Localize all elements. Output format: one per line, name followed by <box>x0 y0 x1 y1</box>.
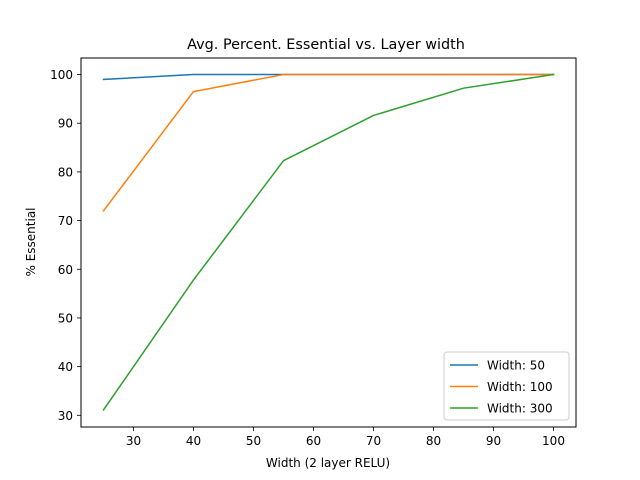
x-tick-label: 60 <box>306 434 321 448</box>
y-tick-label: 50 <box>58 311 73 325</box>
series-line-3 <box>102 73 555 412</box>
y-axis-ticks: 30 40 50 60 70 80 90 100 <box>50 68 81 423</box>
legend-label-2: Width: 100 <box>487 380 553 394</box>
x-tick-label: 90 <box>486 434 501 448</box>
series-layer <box>102 73 555 412</box>
x-tick-label: 80 <box>426 434 441 448</box>
y-tick-label: 30 <box>58 409 73 423</box>
legend-label-3: Width: 300 <box>487 402 553 416</box>
y-tick-label: 40 <box>58 360 73 374</box>
legend: Width: 50 Width: 100 Width: 300 <box>443 351 570 421</box>
legend-box <box>443 351 570 421</box>
plot-frame <box>80 57 577 428</box>
y-tick-label: 100 <box>50 68 73 82</box>
x-axis-label: Width (2 layer RELU) <box>266 456 390 470</box>
x-tick-label: 100 <box>542 434 565 448</box>
x-tick-label: 70 <box>366 434 381 448</box>
series-line-2 <box>102 73 555 212</box>
chart-title: Avg. Percent. Essential vs. Layer width <box>187 37 465 53</box>
x-tick-label: 40 <box>186 434 201 448</box>
legend-label-1: Width: 50 <box>487 359 545 373</box>
x-tick-label: 50 <box>246 434 261 448</box>
y-tick-label: 70 <box>58 214 73 228</box>
y-tick-label: 60 <box>58 263 73 277</box>
y-axis-label: % Essential <box>24 207 38 276</box>
y-tick-label: 80 <box>58 165 73 179</box>
x-axis-ticks: 30 40 50 60 70 80 90 100 <box>126 427 565 448</box>
y-tick-label: 90 <box>58 117 73 131</box>
x-tick-label: 30 <box>126 434 141 448</box>
